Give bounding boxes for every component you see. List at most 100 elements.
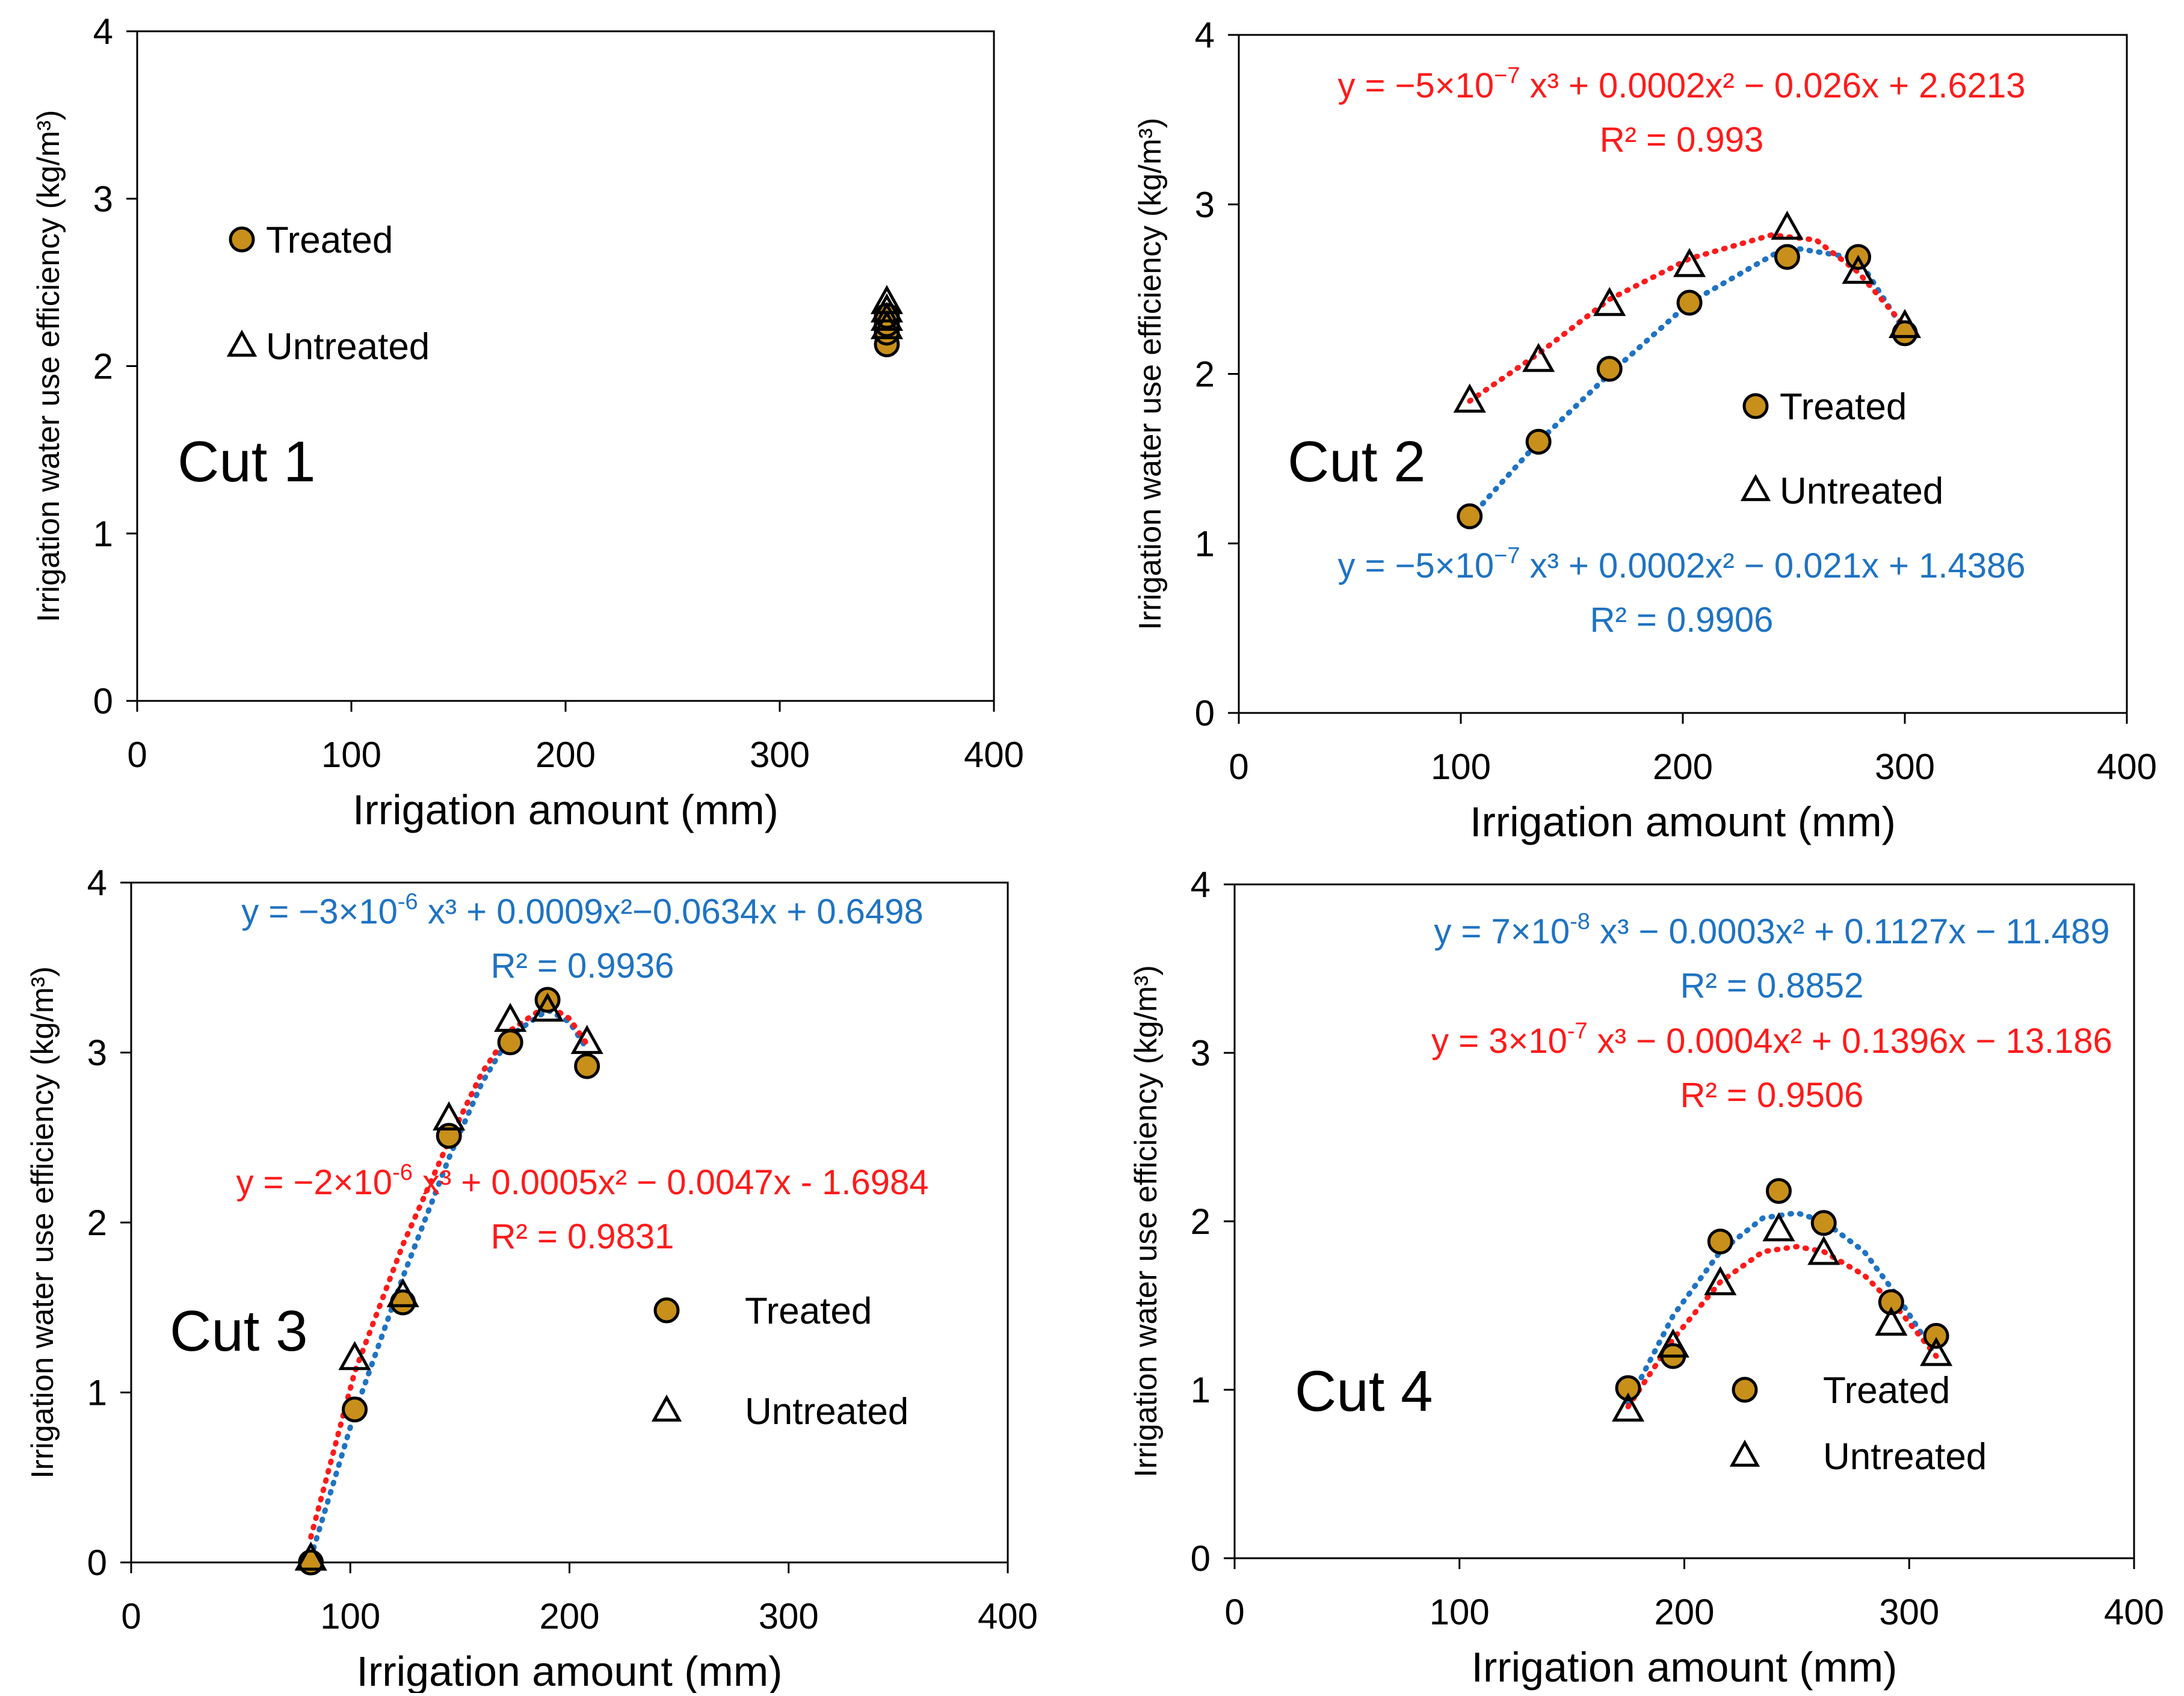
point-untreated — [570, 1025, 603, 1054]
point-untreated — [338, 1340, 371, 1371]
y-tick-label: 4 — [1191, 865, 1211, 905]
x-tick-label: 100 — [1431, 747, 1491, 787]
equation-text: x³ + 0.0002x² − 0.021x + 1.4386 — [1520, 546, 2025, 585]
equation-text: x³ + 0.0009x²−0.0634x + 0.6498 — [418, 892, 924, 931]
x-tick-label: 0 — [1224, 1592, 1244, 1632]
y-tick-label: 1 — [93, 514, 113, 554]
equation-text: x³ + 0.0002x² − 0.026x + 2.6213 — [1520, 66, 2025, 105]
x-tick-label: 200 — [1653, 747, 1713, 787]
fit-curve-treated — [1625, 1210, 1939, 1406]
x-tick-label: 300 — [1875, 747, 1935, 787]
chart-panel-4: 0 100 200 300 400 0 1 2 3 4 Irrigation amount (mm)… — [1129, 865, 2164, 1691]
legend-treated-label: Treated — [266, 220, 393, 261]
y-tick-label: 3 — [93, 179, 113, 219]
legend-treated-label: Treated — [745, 1291, 872, 1332]
equation-text: x³ + 0.0005x² − 0.0047x - 1.6984 — [413, 1163, 929, 1202]
point-untreated — [1875, 1306, 1908, 1336]
legend-untreated-marker — [1740, 473, 1771, 501]
point-treated — [497, 1029, 523, 1056]
x-tick-label: 300 — [750, 735, 810, 775]
y-tick-label: 0 — [1191, 1538, 1211, 1579]
legend-treated-label: Treated — [1780, 386, 1907, 428]
x-axis-label: Irrigation amount (mm) — [353, 786, 779, 833]
point-treated — [1765, 1178, 1792, 1204]
point-treated — [342, 1396, 368, 1423]
point-untreated — [1656, 1328, 1689, 1358]
legend-treated-marker — [1742, 393, 1769, 419]
equation-exponent: −7 — [1494, 63, 1520, 88]
equation-r2-red: R² = 0.9831 — [491, 1217, 674, 1256]
x-tick-label: 100 — [321, 735, 381, 775]
equation-text: y = −5×10 — [1338, 546, 1495, 585]
point-treated — [1774, 244, 1800, 270]
y-tick-label: 2 — [93, 347, 113, 387]
equation-exponent: -7 — [1567, 1019, 1588, 1044]
y-tick-label: 4 — [87, 863, 107, 903]
y-tick-label: 1 — [87, 1373, 107, 1413]
point-untreated — [870, 285, 904, 315]
point-treated — [1596, 356, 1623, 382]
y-axis-label: Irrigation water use efficiency (kg/m³) — [31, 110, 66, 623]
chart-panel-2: 0 100 200 300 400 0 1 2 3 4 Irrigation amount (mm)… — [1133, 15, 2157, 845]
x-tick-label: 400 — [2104, 1592, 2164, 1632]
point-untreated — [1771, 211, 1804, 240]
legend-untreated-label: Untreated — [1823, 1436, 1987, 1478]
point-untreated — [1888, 309, 1922, 338]
point-treated — [1810, 1210, 1837, 1236]
point-treated — [1525, 428, 1552, 455]
equation-red: y = −2×10-6 x³ + 0.0005x² − 0.0047x - 1.… — [236, 1160, 928, 1202]
point-untreated — [1611, 1392, 1645, 1422]
point-treated — [1878, 1289, 1904, 1315]
y-tick-label: 0 — [1195, 693, 1215, 733]
point-untreated — [1807, 1236, 1840, 1265]
panel-label: Cut 3 — [170, 1299, 307, 1363]
equation-r2-blue: R² = 0.9936 — [491, 946, 674, 985]
y-tick-label: 0 — [93, 681, 113, 721]
legend-untreated-label: Untreated — [266, 326, 430, 368]
equation-blue: y = −3×10-6 x³ + 0.0009x²−0.0634x + 0.64… — [241, 889, 923, 931]
point-treated — [1457, 503, 1483, 529]
equation-text: y = −2×10 — [236, 1163, 392, 1202]
x-tick-label: 100 — [320, 1596, 380, 1636]
point-untreated — [870, 301, 904, 331]
x-axis-label: Irrigation amount (mm) — [1472, 1644, 1898, 1691]
legend-untreated-marker — [226, 329, 258, 357]
x-tick-label: 0 — [1229, 747, 1248, 787]
x-tick-label: 300 — [1879, 1592, 1939, 1632]
panel-label: Cut 1 — [177, 430, 315, 494]
x-axis-label: Irrigation amount (mm) — [1470, 798, 1896, 845]
x-axis-label: Irrigation amount (mm) — [357, 1648, 783, 1693]
equation-red: y = 3×10-7 x³ − 0.0004x² + 0.1396x − 13.… — [1431, 1019, 2112, 1061]
point-treated — [1923, 1322, 1949, 1349]
equation-blue: y = 7×10-8 x³ − 0.0003x² + 0.1127x − 11.… — [1434, 909, 2109, 951]
legend-untreated-marker — [651, 1394, 682, 1422]
point-untreated — [1593, 286, 1626, 316]
panel-label: Cut 2 — [1288, 430, 1425, 494]
point-untreated — [870, 310, 904, 339]
x-tick-label: 0 — [121, 1596, 141, 1636]
point-treated — [1615, 1375, 1641, 1401]
equation-exponent: -8 — [1570, 909, 1590, 934]
y-tick-label: 1 — [1195, 523, 1215, 564]
y-axis-label: Irrigation water use efficiency (kg/m³) — [25, 966, 60, 1479]
x-tick-label: 400 — [964, 735, 1024, 775]
equation-r2-red: R² = 0.993 — [1600, 120, 1763, 159]
y-tick-label: 2 — [1195, 354, 1215, 395]
equation-r2-blue: R² = 0.8852 — [1680, 966, 1864, 1005]
legend-treated-marker — [1732, 1377, 1758, 1403]
fit-curve-untreated — [308, 1002, 590, 1540]
x-tick-label: 400 — [978, 1596, 1038, 1636]
point-untreated — [1522, 342, 1555, 372]
point-untreated — [1920, 1337, 1953, 1366]
equation-text: x³ − 0.0003x² + 0.1127x − 11.489 — [1590, 912, 2110, 951]
y-axis-label: Irrigation water use efficiency (kg/m³) — [1133, 118, 1168, 631]
y-tick-label: 0 — [87, 1543, 107, 1583]
point-untreated — [1762, 1212, 1795, 1242]
y-tick-label: 1 — [1191, 1370, 1211, 1410]
equation-exponent: −7 — [1494, 543, 1520, 569]
equation-red: y = −5×10−7 x³ + 0.0002x² − 0.026x + 2.6… — [1338, 63, 2026, 105]
equation-text: y = 3×10 — [1431, 1022, 1567, 1061]
point-untreated — [494, 1002, 527, 1032]
equation-text: y = −3×10 — [241, 892, 398, 931]
